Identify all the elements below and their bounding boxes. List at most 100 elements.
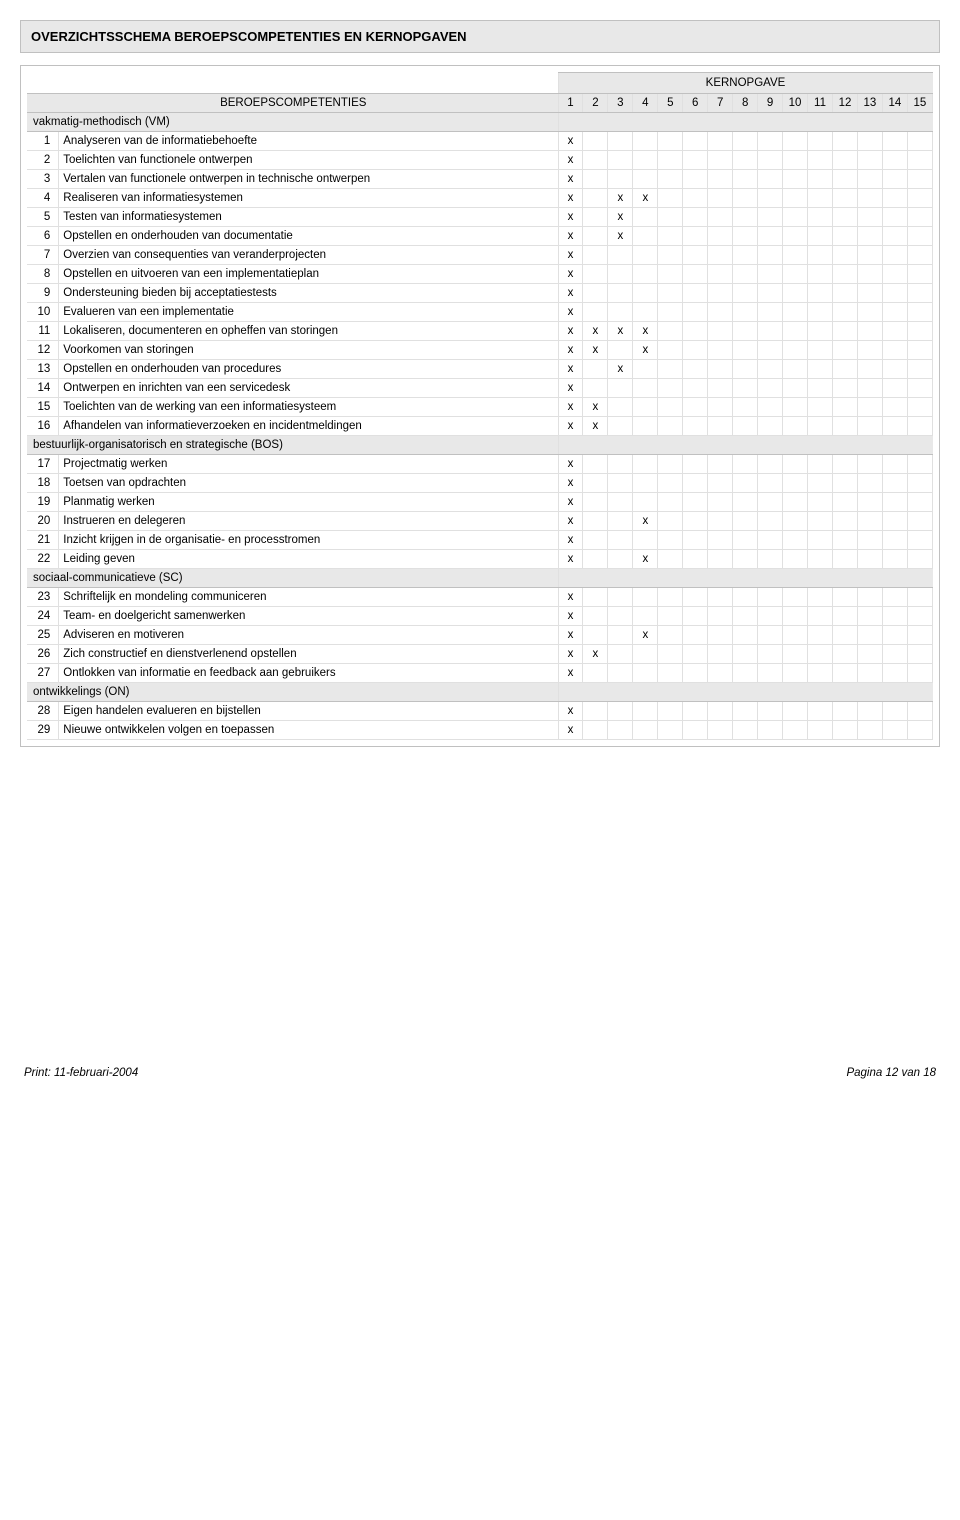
empty-cell <box>882 455 907 474</box>
empty-cell <box>633 531 658 550</box>
empty-cell <box>733 132 758 151</box>
empty-cell <box>783 531 808 550</box>
row-number: 12 <box>27 341 59 360</box>
table-row: 26Zich constructief en dienstverlenend o… <box>27 645 933 664</box>
empty-cell <box>608 265 633 284</box>
row-number: 9 <box>27 284 59 303</box>
schema-container: KERNOPGAVEBEROEPSCOMPETENTIES12345678910… <box>20 65 940 747</box>
empty-cell <box>758 189 783 208</box>
empty-cell <box>708 702 733 721</box>
row-label: Team- en doelgericht samenwerken <box>59 607 558 626</box>
empty-cell <box>708 474 733 493</box>
empty-cell <box>882 246 907 265</box>
empty-cell <box>783 455 808 474</box>
empty-cell <box>608 303 633 322</box>
x-mark-cell: x <box>558 588 583 607</box>
empty-cell <box>808 455 833 474</box>
empty-cell <box>683 303 708 322</box>
table-row: 10Evalueren van een implementatiex <box>27 303 933 322</box>
empty-cell <box>633 208 658 227</box>
empty-cell <box>832 170 857 189</box>
empty-cell <box>857 132 882 151</box>
empty-cell <box>708 341 733 360</box>
table-row: 28Eigen handelen evalueren en bijstellen… <box>27 702 933 721</box>
empty-cell <box>882 322 907 341</box>
empty-cell <box>857 341 882 360</box>
empty-cell <box>783 322 808 341</box>
section-grid-blank <box>558 436 933 455</box>
empty-cell <box>882 531 907 550</box>
empty-cell <box>882 474 907 493</box>
empty-cell <box>907 588 932 607</box>
row-number: 23 <box>27 588 59 607</box>
empty-cell <box>758 702 783 721</box>
empty-cell <box>658 360 683 379</box>
x-mark-cell: x <box>558 170 583 189</box>
empty-cell <box>783 512 808 531</box>
x-mark-cell: x <box>558 284 583 303</box>
empty-cell <box>783 702 808 721</box>
empty-cell <box>583 170 608 189</box>
empty-cell <box>658 474 683 493</box>
empty-cell <box>658 265 683 284</box>
row-number: 19 <box>27 493 59 512</box>
empty-cell <box>733 626 758 645</box>
empty-cell <box>832 265 857 284</box>
empty-cell <box>882 170 907 189</box>
x-mark-cell: x <box>558 227 583 246</box>
empty-cell <box>608 607 633 626</box>
empty-cell <box>832 246 857 265</box>
table-row: 4Realiseren van informatiesystemenxxx <box>27 189 933 208</box>
empty-cell <box>857 721 882 740</box>
empty-cell <box>783 227 808 246</box>
row-number: 3 <box>27 170 59 189</box>
column-header-14: 14 <box>882 94 907 113</box>
empty-cell <box>857 588 882 607</box>
empty-cell <box>882 341 907 360</box>
empty-cell <box>633 398 658 417</box>
row-label: Projectmatig werken <box>59 455 558 474</box>
x-mark-cell: x <box>633 550 658 569</box>
x-mark-cell: x <box>558 474 583 493</box>
empty-cell <box>683 474 708 493</box>
empty-cell <box>708 132 733 151</box>
kernopgave-title-row: KERNOPGAVE <box>27 73 933 94</box>
row-number: 29 <box>27 721 59 740</box>
empty-cell <box>683 550 708 569</box>
empty-cell <box>882 645 907 664</box>
empty-cell <box>808 379 833 398</box>
empty-cell <box>758 360 783 379</box>
row-number: 16 <box>27 417 59 436</box>
empty-cell <box>708 208 733 227</box>
empty-cell <box>882 227 907 246</box>
row-number: 2 <box>27 151 59 170</box>
table-row: 7Overzien van consequenties van verander… <box>27 246 933 265</box>
x-mark-cell: x <box>558 626 583 645</box>
x-mark-cell: x <box>558 398 583 417</box>
column-header-2: 2 <box>583 94 608 113</box>
empty-cell <box>832 189 857 208</box>
row-number: 21 <box>27 531 59 550</box>
column-header-5: 5 <box>658 94 683 113</box>
empty-cell <box>658 189 683 208</box>
empty-cell <box>758 626 783 645</box>
row-number: 5 <box>27 208 59 227</box>
empty-cell <box>583 493 608 512</box>
empty-cell <box>608 512 633 531</box>
row-label: Opstellen en uitvoeren van een implement… <box>59 265 558 284</box>
empty-cell <box>733 303 758 322</box>
empty-cell <box>758 246 783 265</box>
empty-cell <box>857 550 882 569</box>
empty-cell <box>907 645 932 664</box>
empty-cell <box>608 284 633 303</box>
empty-cell <box>783 379 808 398</box>
empty-cell <box>708 227 733 246</box>
x-mark-cell: x <box>608 227 633 246</box>
row-label: Inzicht krijgen in de organisatie- en pr… <box>59 531 558 550</box>
empty-cell <box>608 379 633 398</box>
empty-cell <box>882 398 907 417</box>
section-header: vakmatig-methodisch (VM) <box>27 113 933 132</box>
empty-cell <box>783 607 808 626</box>
empty-cell <box>758 607 783 626</box>
empty-cell <box>608 455 633 474</box>
